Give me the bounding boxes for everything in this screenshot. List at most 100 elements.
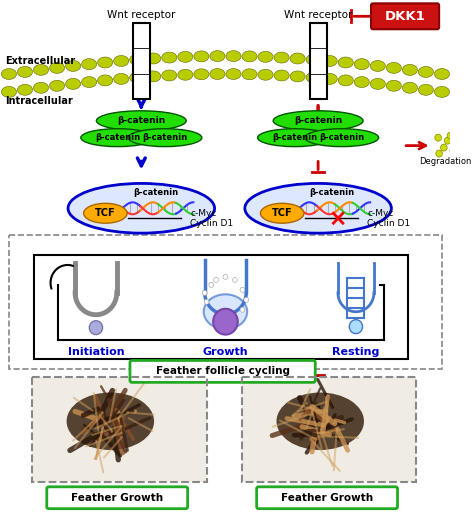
Ellipse shape <box>370 60 385 71</box>
Ellipse shape <box>130 54 145 65</box>
Text: Wnt receptor: Wnt receptor <box>284 10 352 20</box>
Ellipse shape <box>1 86 17 97</box>
Text: Feather Growth: Feather Growth <box>71 493 163 503</box>
Ellipse shape <box>260 203 304 223</box>
Ellipse shape <box>419 67 434 78</box>
Ellipse shape <box>130 72 145 83</box>
Ellipse shape <box>204 294 247 329</box>
Text: Growth: Growth <box>203 346 248 356</box>
Circle shape <box>202 290 207 296</box>
Ellipse shape <box>242 51 257 62</box>
Ellipse shape <box>1 69 17 80</box>
Text: Intracellular: Intracellular <box>5 96 73 106</box>
Text: β-catenin: β-catenin <box>294 116 342 125</box>
Ellipse shape <box>274 52 289 63</box>
Text: Initiation: Initiation <box>68 346 124 356</box>
Bar <box>242 377 417 482</box>
Ellipse shape <box>226 69 241 80</box>
Text: β-catenin: β-catenin <box>310 188 355 197</box>
Ellipse shape <box>290 53 305 64</box>
Ellipse shape <box>257 129 331 147</box>
Circle shape <box>349 320 363 334</box>
Ellipse shape <box>306 72 321 83</box>
Circle shape <box>214 277 219 282</box>
Ellipse shape <box>96 111 186 130</box>
Text: β-catenin: β-catenin <box>133 188 178 197</box>
Ellipse shape <box>18 67 33 78</box>
Bar <box>242 377 417 482</box>
Text: Wnt receptor: Wnt receptor <box>107 10 175 20</box>
Ellipse shape <box>68 183 215 233</box>
Text: Feather Growth: Feather Growth <box>281 493 373 503</box>
Ellipse shape <box>49 80 64 91</box>
Ellipse shape <box>305 129 379 147</box>
Ellipse shape <box>434 69 449 80</box>
Circle shape <box>450 147 456 154</box>
Ellipse shape <box>258 69 273 80</box>
Circle shape <box>240 307 245 312</box>
FancyBboxPatch shape <box>256 487 398 509</box>
Ellipse shape <box>386 62 401 73</box>
Ellipse shape <box>82 59 97 70</box>
Ellipse shape <box>34 64 49 75</box>
FancyBboxPatch shape <box>130 361 315 383</box>
Text: Cyclin D1: Cyclin D1 <box>367 219 410 228</box>
Ellipse shape <box>194 51 209 62</box>
Ellipse shape <box>98 57 113 68</box>
Circle shape <box>213 309 238 335</box>
Circle shape <box>204 299 209 304</box>
Text: Extracellular: Extracellular <box>5 56 75 66</box>
Circle shape <box>89 321 102 335</box>
Ellipse shape <box>146 71 161 82</box>
Ellipse shape <box>322 73 337 84</box>
Ellipse shape <box>83 203 127 223</box>
Ellipse shape <box>114 73 129 84</box>
Ellipse shape <box>276 392 364 450</box>
Text: TCF: TCF <box>95 208 116 219</box>
Circle shape <box>233 277 237 282</box>
Bar <box>310 23 327 99</box>
Circle shape <box>244 297 249 302</box>
Bar <box>32 377 207 482</box>
Ellipse shape <box>82 77 97 88</box>
Ellipse shape <box>178 69 193 80</box>
Ellipse shape <box>49 62 64 73</box>
Ellipse shape <box>34 82 49 93</box>
Ellipse shape <box>354 77 369 88</box>
Text: Feather follicle cycling: Feather follicle cycling <box>155 366 290 376</box>
Ellipse shape <box>194 69 209 80</box>
Text: c-Myc: c-Myc <box>367 209 393 218</box>
Ellipse shape <box>242 69 257 80</box>
Circle shape <box>240 287 245 292</box>
Ellipse shape <box>65 60 81 71</box>
Circle shape <box>435 134 441 141</box>
Ellipse shape <box>210 51 225 62</box>
FancyBboxPatch shape <box>9 235 442 369</box>
Ellipse shape <box>402 82 418 93</box>
Ellipse shape <box>402 64 418 75</box>
Bar <box>32 377 207 482</box>
Ellipse shape <box>258 51 273 62</box>
Ellipse shape <box>128 129 202 147</box>
Ellipse shape <box>338 57 353 68</box>
Circle shape <box>440 144 447 151</box>
Ellipse shape <box>162 70 177 81</box>
Text: c-Myc: c-Myc <box>191 209 217 218</box>
Ellipse shape <box>306 54 321 65</box>
Text: β-catenin: β-catenin <box>319 133 365 142</box>
Text: Degradation: Degradation <box>419 157 472 166</box>
Ellipse shape <box>386 80 401 91</box>
Text: DKK1: DKK1 <box>385 10 426 23</box>
Ellipse shape <box>98 75 113 86</box>
Circle shape <box>223 275 228 279</box>
Text: β-catenin: β-catenin <box>142 133 188 142</box>
FancyBboxPatch shape <box>47 487 188 509</box>
Ellipse shape <box>18 84 33 95</box>
Ellipse shape <box>338 75 353 86</box>
Ellipse shape <box>322 56 337 67</box>
Ellipse shape <box>146 53 161 64</box>
Ellipse shape <box>290 71 305 82</box>
Ellipse shape <box>419 84 434 95</box>
Ellipse shape <box>65 79 81 89</box>
Ellipse shape <box>81 129 155 147</box>
